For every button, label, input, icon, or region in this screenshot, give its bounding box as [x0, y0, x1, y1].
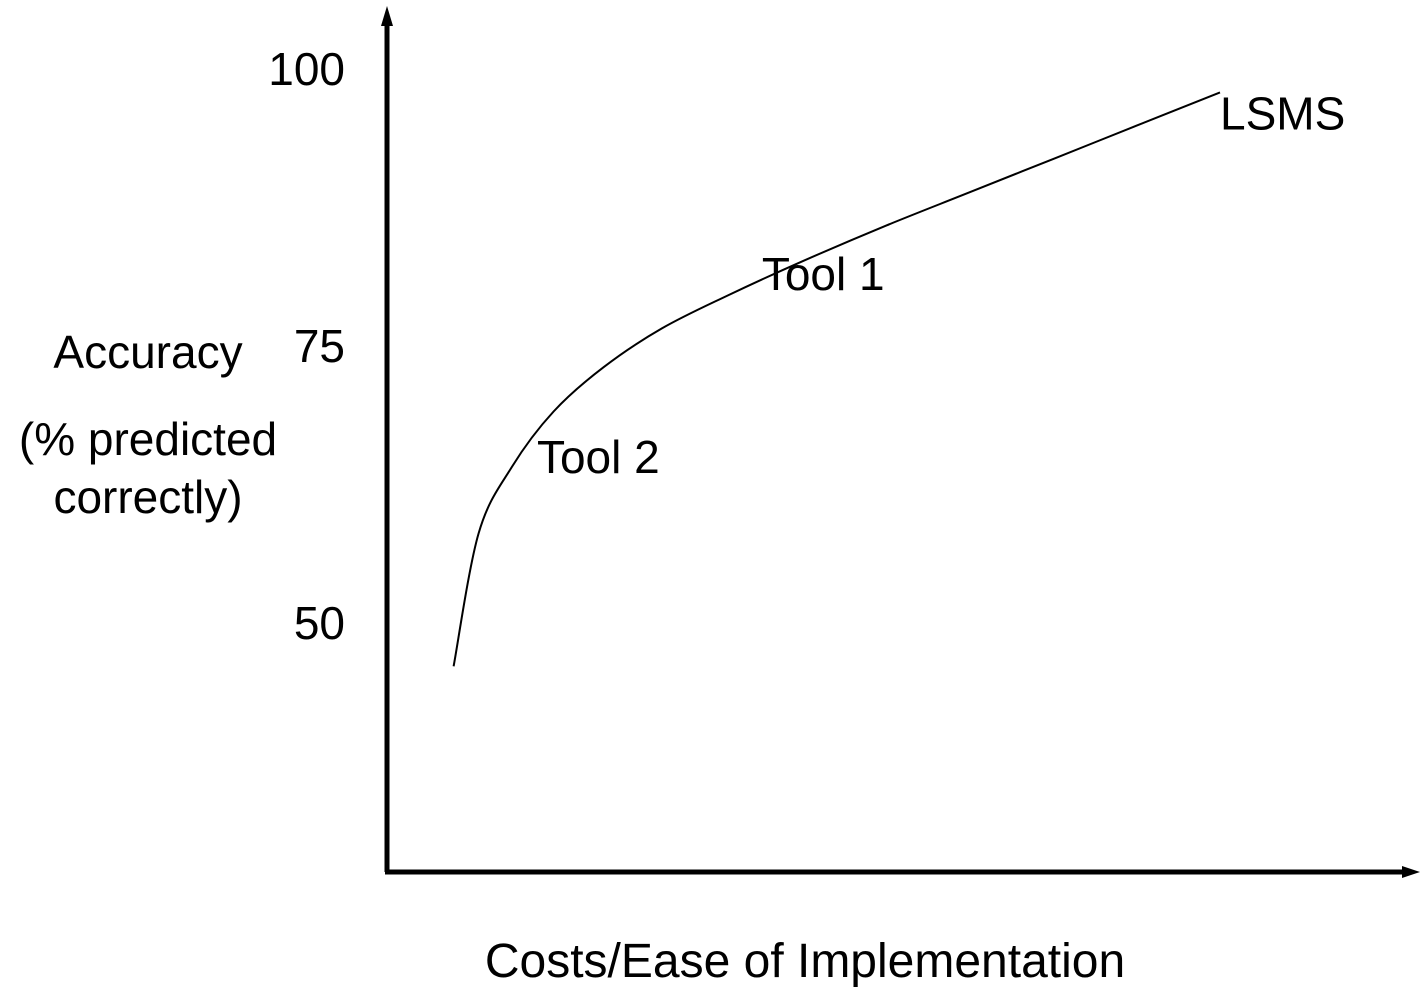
y-tick-labels: 100 75 50	[268, 43, 345, 649]
y-axis-arrowhead	[381, 6, 393, 26]
y-axis-label-line: Accuracy	[53, 326, 242, 378]
annotation-tool-1: Tool 1	[762, 248, 885, 300]
y-axis-label-line: (% predicted	[19, 413, 277, 465]
x-axis-arrowhead	[1402, 866, 1420, 878]
y-tick-label: 50	[294, 597, 345, 649]
y-axis-label-line: correctly)	[53, 471, 242, 523]
accuracy-curve	[452, 91, 1221, 667]
y-axis-label: Accuracy (% predicted correctly)	[19, 326, 277, 523]
x-axis-label: Costs/Ease of Implementation	[485, 935, 1125, 988]
y-tick-label: 75	[294, 320, 345, 372]
annotation-tool-2: Tool 2	[537, 431, 660, 483]
annotation-lsms: LSMS	[1220, 87, 1345, 139]
curve-annotations: Tool 2 Tool 1 LSMS	[537, 87, 1345, 482]
y-tick-label: 100	[268, 43, 345, 95]
